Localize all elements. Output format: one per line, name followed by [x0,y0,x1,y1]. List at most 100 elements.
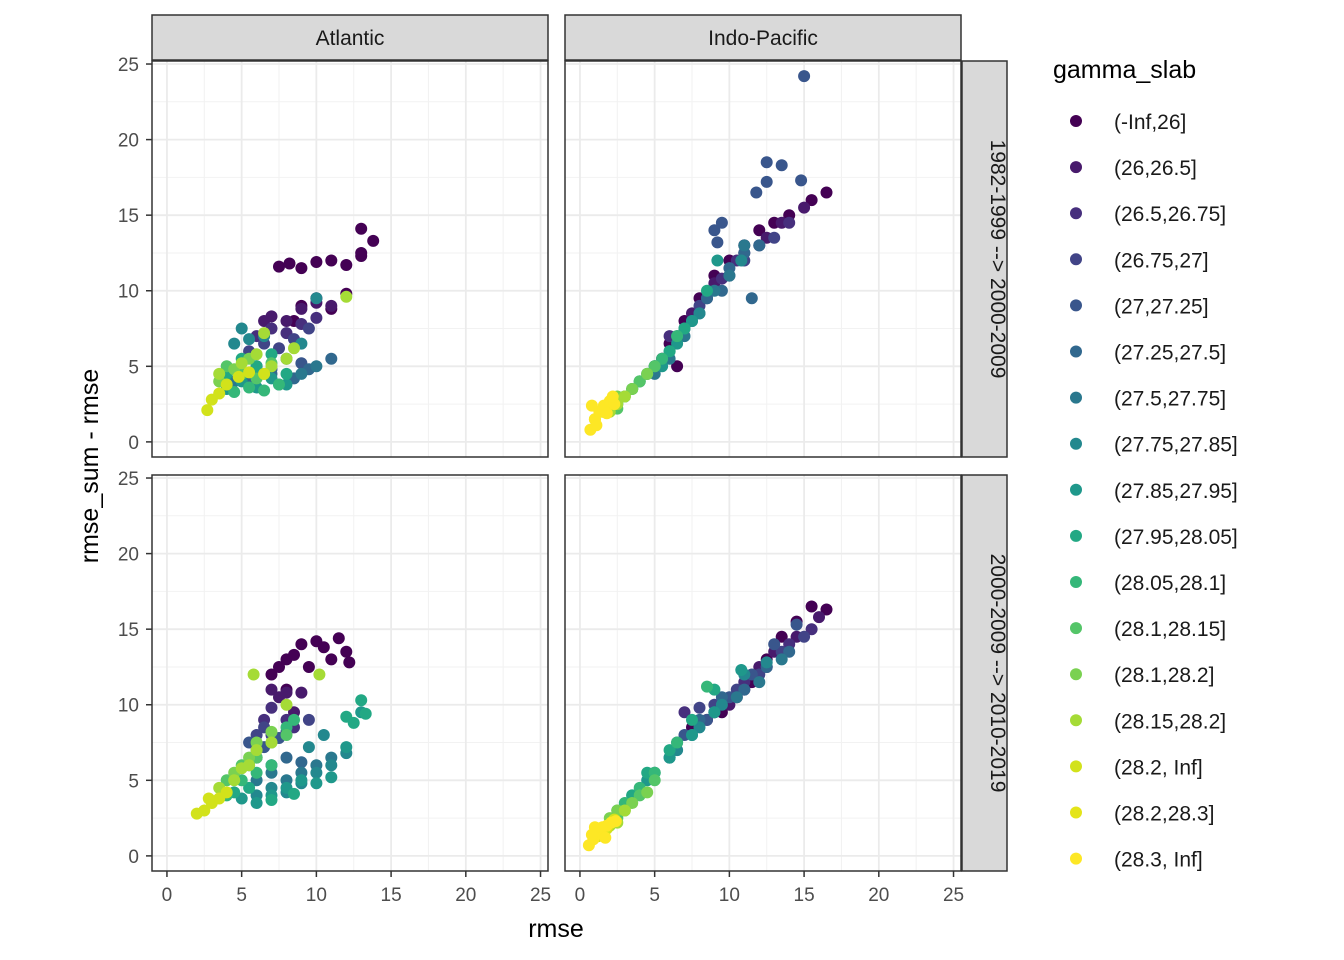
data-point [798,630,811,643]
x-axis-title: rmse [528,915,584,943]
data-point [753,239,766,252]
data-point [641,786,654,799]
data-point [310,292,323,305]
data-point [693,307,706,320]
data-point [745,292,758,305]
data-point [798,201,811,214]
panel-border [151,474,549,872]
data-point [663,744,676,757]
data-point [310,777,323,790]
data-point [626,383,639,395]
panel-border [564,474,962,872]
data-point [648,360,661,373]
data-point [609,815,622,828]
legend-label: (28.2,28.3] [1114,803,1214,826]
data-point [813,611,825,624]
data-point [295,302,308,315]
data-point [310,311,323,324]
data-point [228,774,241,787]
data-point [701,284,713,297]
data-point [715,698,728,711]
data-point [295,756,308,769]
data-point [313,668,326,681]
legend-key [1070,852,1082,865]
data-point [250,766,263,779]
legend-label: (28.1,28.15] [1114,618,1226,641]
data-point [325,653,338,666]
data-point [693,701,706,714]
legend-key [1070,483,1082,496]
data-point [250,744,263,757]
data-point [317,641,330,654]
strip-atlantic: Atlantic [151,14,549,61]
y-tick-label: 5 [128,357,139,378]
data-point [783,645,796,658]
data-point [678,706,691,719]
data-point [783,216,796,229]
legend-label: (27.75,27.85] [1114,434,1238,457]
data-point [243,381,256,394]
panel-1 [151,60,549,458]
data-point [768,231,781,244]
data-point [228,337,241,350]
data-point [618,804,631,817]
axes: 0 5 10 15 20 25 0 5 10 15 20 25 0 5 10 15 20 25 0 5 10 15 20 25 [118,55,964,906]
x-tick-label: 15 [381,885,402,906]
data-point [265,725,278,738]
data-point [340,710,353,723]
y-tick-label: 25 [118,469,139,490]
data-point [585,399,598,412]
x-tick-label: 25 [943,885,964,906]
data-point [228,386,241,398]
data-point [325,759,338,772]
data-point [708,224,721,237]
data-point [355,222,368,235]
data-point [790,618,803,631]
data-point [265,683,278,696]
data-point [247,668,260,681]
strip-row-1982-2000: 1982-1999 --> 2000-2009 [961,60,1009,458]
legend-key [1070,529,1082,542]
y-tick-label: 0 [128,433,139,454]
legend-key [1070,207,1082,220]
legend-key [1070,668,1082,681]
panel-2 [564,60,962,458]
data-point [730,691,743,704]
data-point [355,694,368,707]
data-point [340,290,353,303]
legend-key [1070,760,1082,773]
data-point [295,262,308,275]
data-point [606,390,619,403]
data-point [760,175,773,188]
data-point [220,378,233,391]
legend-key [1070,345,1082,358]
legend-label: (27.95,28.05] [1114,526,1238,549]
data-point [715,216,728,229]
data-point [235,357,248,370]
legend-label: (28.1,28.2] [1114,664,1214,687]
data-point [805,623,818,636]
data-point [775,653,788,666]
data-point [302,322,315,335]
legend-key [1070,576,1082,588]
data-point [265,360,278,373]
strip-label-row-1: 1982-1999 --> 2000-2009 [986,140,1009,379]
legend-label: (27.25,27.5] [1114,342,1226,365]
x-tick-label: 5 [649,885,660,906]
legend: gamma_slab (-Inf,26] (26,26.5] (26.5,26.75… [1053,56,1238,872]
data-point [686,729,698,741]
data-point [295,774,308,787]
row-strips: 1982-1999 --> 2000-2009 2000-2009 --> 20… [961,60,1009,872]
data-point [340,741,353,754]
data-point [820,186,833,199]
data-point [701,680,713,693]
data-point [243,759,256,772]
data-point [310,256,323,268]
data-point [288,713,300,726]
data-point [343,656,356,669]
data-point [198,804,211,817]
data-point [738,683,751,696]
data-point [805,194,818,207]
data-point [753,224,766,237]
data-point [295,638,308,651]
